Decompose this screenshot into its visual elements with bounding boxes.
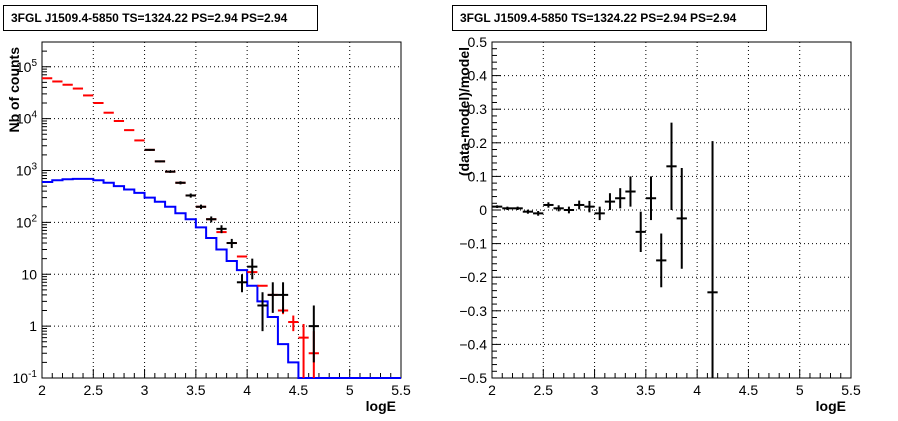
plot-title-right: 3FGL J1509.4-5850 TS=1324.22 PS=2.94 PS=… (452, 5, 767, 31)
left-ytick-label: 104 (16, 110, 38, 127)
left-ytick-label: 105 (16, 58, 38, 75)
right-ytick-label: −0.4 (459, 336, 487, 352)
plot-title-left: 3FGL J1509.4-5850 TS=1324.22 PS=2.94 PS=… (3, 5, 318, 31)
left-ytick-label: 10 (21, 266, 37, 282)
left-series-background-model-line (42, 177, 401, 379)
right-ytick-label: 0.4 (468, 68, 488, 84)
left-ytick-label: 103 (16, 162, 38, 179)
right-ytick-label: 0.3 (468, 101, 488, 117)
right-ytick-label: 0 (479, 202, 487, 218)
left-ytick-label: 1 (29, 318, 37, 334)
right-xtick-label: 2 (488, 382, 496, 398)
right-ytick-label: −0.5 (459, 370, 487, 386)
left-ytick-label: 102 (16, 213, 38, 230)
right-ytick-label: 0.5 (468, 34, 488, 50)
right-y-axis-title: (data-model)/model (456, 47, 472, 176)
right-xtick-label: 3.5 (636, 382, 656, 398)
right-ytick-label: 0.2 (468, 135, 488, 151)
right-xtick-label: 4 (693, 382, 701, 398)
right-xtick-label: 2.5 (534, 382, 554, 398)
left-xtick-label: 2.5 (84, 382, 104, 398)
left-xtick-label: 3.5 (186, 382, 206, 398)
left-y-axis-title: Nb of counts (6, 47, 22, 133)
left-frame (41, 41, 402, 379)
right-xtick-label: 3 (591, 382, 599, 398)
left-xtick-label: 2 (38, 382, 46, 398)
left-ytick-label: 10-1 (13, 369, 38, 386)
right-x-axis-title: logE (816, 398, 846, 414)
right-ytick-label: −0.3 (459, 303, 487, 319)
right-xtick-label: 4.5 (739, 382, 759, 398)
right-xtick-label: 5 (796, 382, 804, 398)
right-ytick-label: −0.2 (459, 269, 487, 285)
left-xtick-label: 5 (346, 382, 354, 398)
left-xtick-label: 3 (141, 382, 149, 398)
left-x-axis-title: logE (366, 398, 396, 414)
left-xtick-label: 4 (243, 382, 251, 398)
left-xtick-label: 5.5 (391, 382, 411, 398)
right-xtick-label: 5.5 (841, 382, 861, 398)
right-ytick-label: −0.1 (459, 236, 487, 252)
right-ytick-label: 0.1 (468, 168, 488, 184)
left-xtick-label: 4.5 (289, 382, 309, 398)
